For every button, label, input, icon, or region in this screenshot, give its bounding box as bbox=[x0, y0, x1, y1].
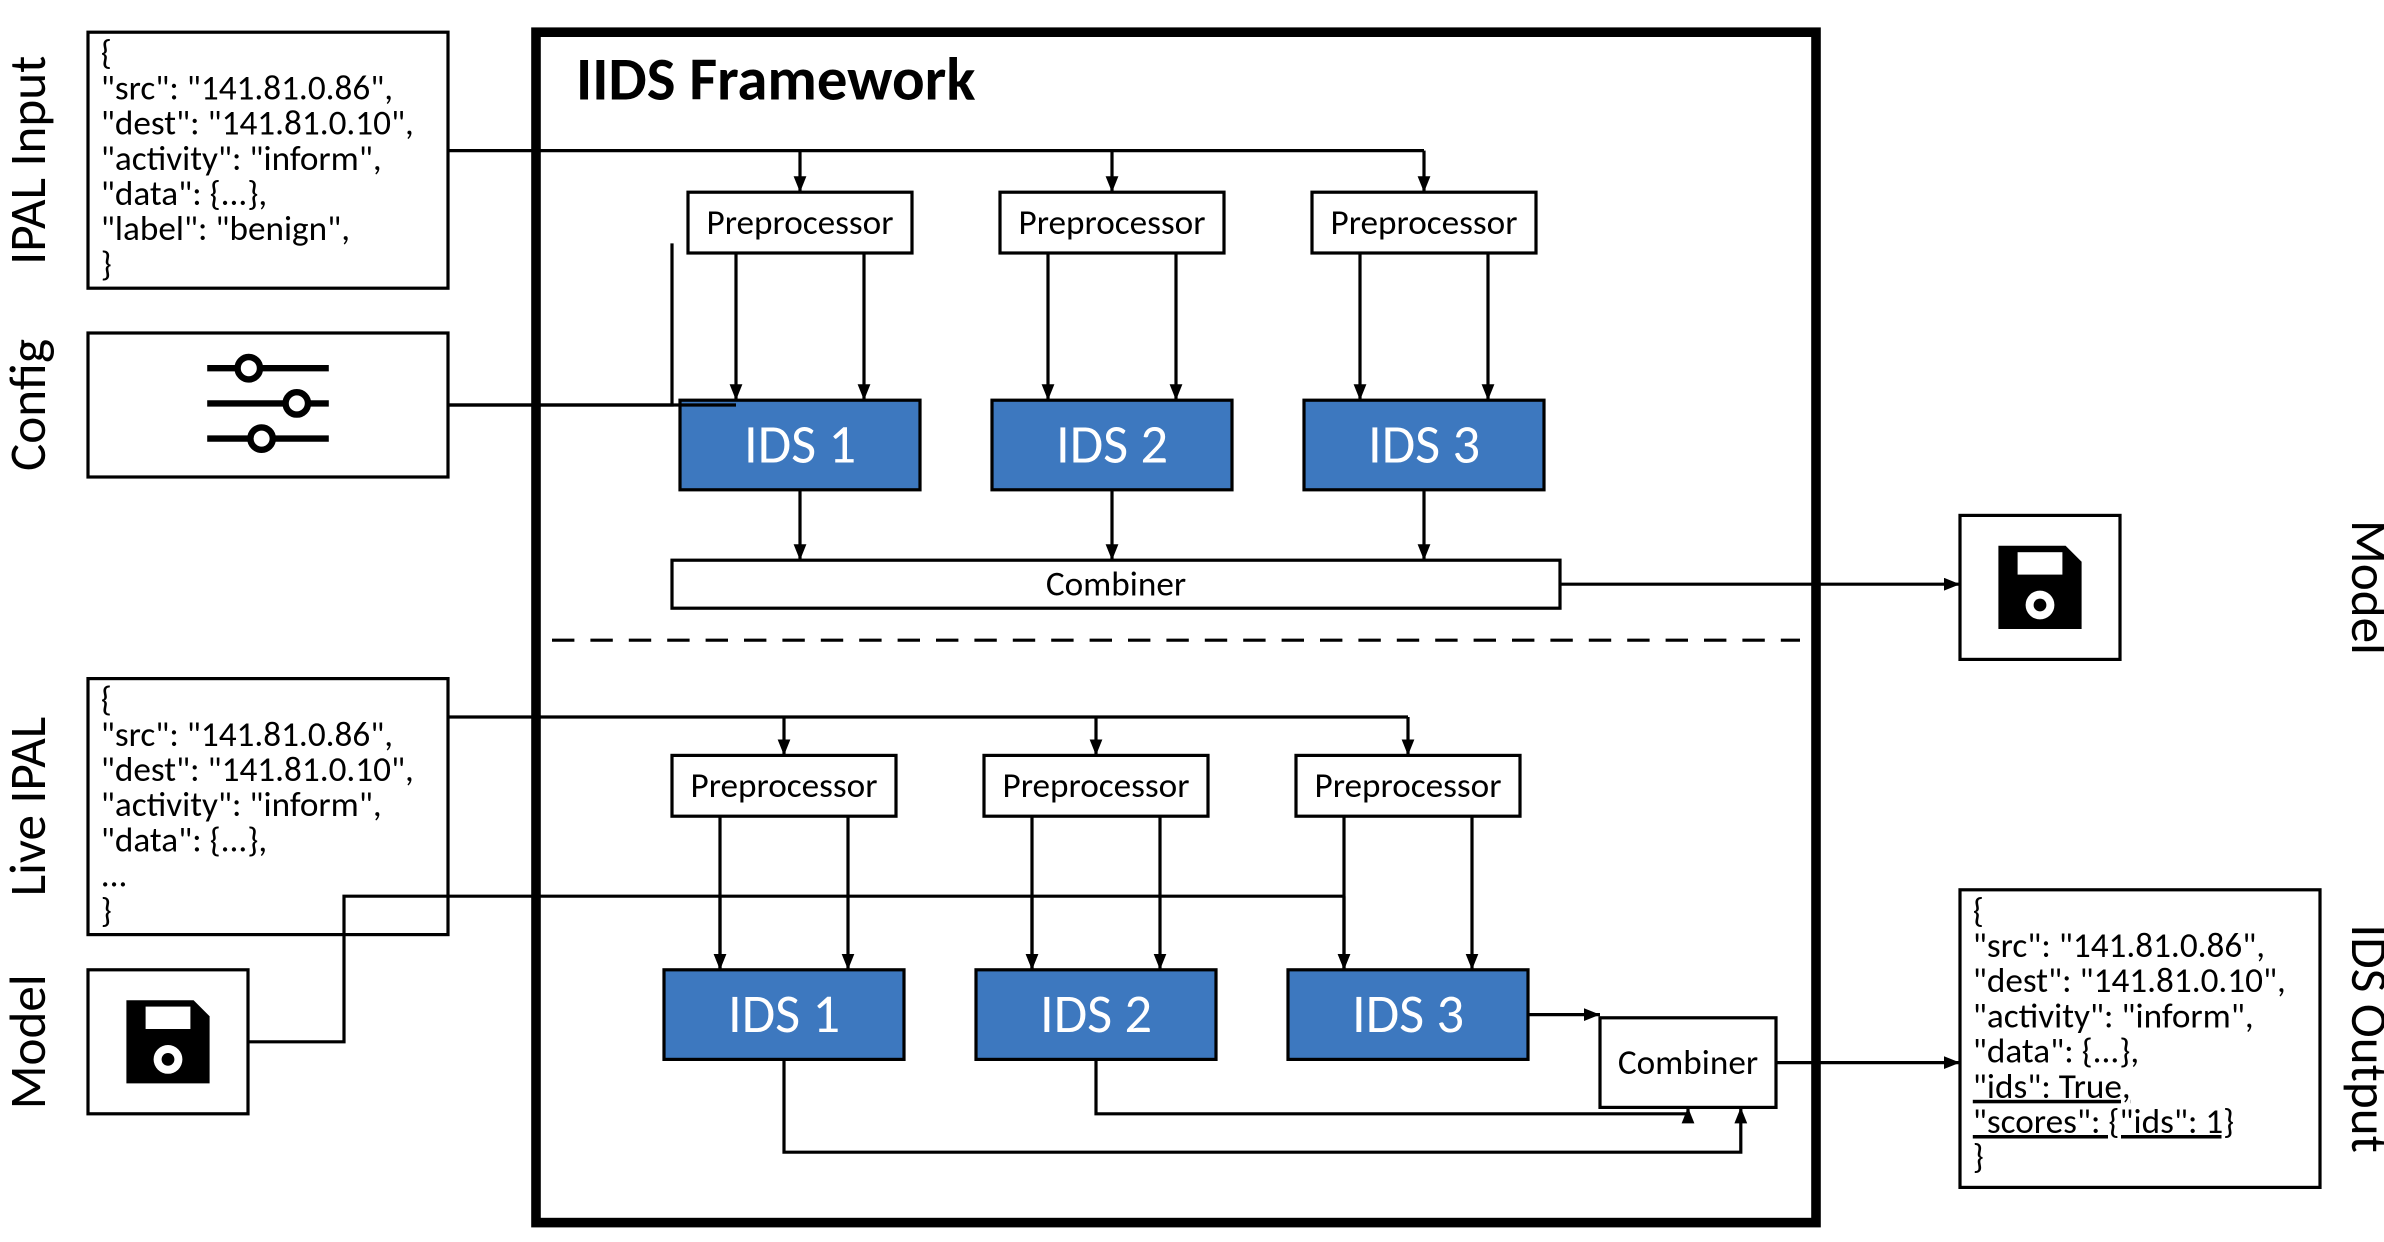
framework-title: IIDS Framework bbox=[576, 42, 975, 116]
svg-text:Preprocessor: Preprocessor bbox=[1315, 764, 1502, 807]
combiner-label: Combiner bbox=[1046, 562, 1186, 605]
label-model-right: Model bbox=[2338, 520, 2384, 655]
floppy-icon bbox=[126, 1000, 209, 1083]
ids-output-box-line: "scores": {"ids": 1} bbox=[1973, 1100, 2234, 1143]
preprocessor-label: Preprocessor bbox=[707, 201, 894, 244]
ipal-input-box-line: "label": "benign", bbox=[101, 207, 350, 250]
svg-text:IDS 1: IDS 1 bbox=[728, 980, 840, 1047]
preprocessor-label: Preprocessor bbox=[1019, 201, 1206, 244]
live-ipal-box-line: } bbox=[101, 889, 112, 932]
svg-text:Combiner: Combiner bbox=[1618, 1041, 1758, 1084]
svg-text:IDS 2: IDS 2 bbox=[1040, 980, 1152, 1047]
edge-config-stub bbox=[448, 243, 672, 405]
ids-label: IDS 2 bbox=[1056, 411, 1168, 478]
svg-text:Preprocessor: Preprocessor bbox=[1003, 764, 1190, 807]
preprocessor-label: Preprocessor bbox=[1331, 201, 1518, 244]
ids-label: IDS 1 bbox=[744, 411, 856, 478]
label-model-left: Model bbox=[0, 974, 59, 1109]
label-live-ipal: Live IPAL bbox=[0, 717, 59, 897]
ids-label: IDS 3 bbox=[1368, 411, 1480, 478]
svg-text:Preprocessor: Preprocessor bbox=[691, 764, 878, 807]
svg-text:IDS 3: IDS 3 bbox=[1352, 980, 1464, 1047]
label-ids-output: IDS Output bbox=[2338, 924, 2384, 1152]
ipal-input-box-line: } bbox=[101, 242, 112, 285]
edge-ids1-comb bbox=[784, 1059, 1741, 1152]
label-ipal-input: IPAL Input bbox=[0, 56, 59, 265]
floppy-icon bbox=[1998, 546, 2081, 629]
sliders-icon bbox=[207, 357, 329, 450]
ids-output-box-line: } bbox=[1973, 1135, 1984, 1178]
label-config: Config bbox=[0, 339, 59, 471]
